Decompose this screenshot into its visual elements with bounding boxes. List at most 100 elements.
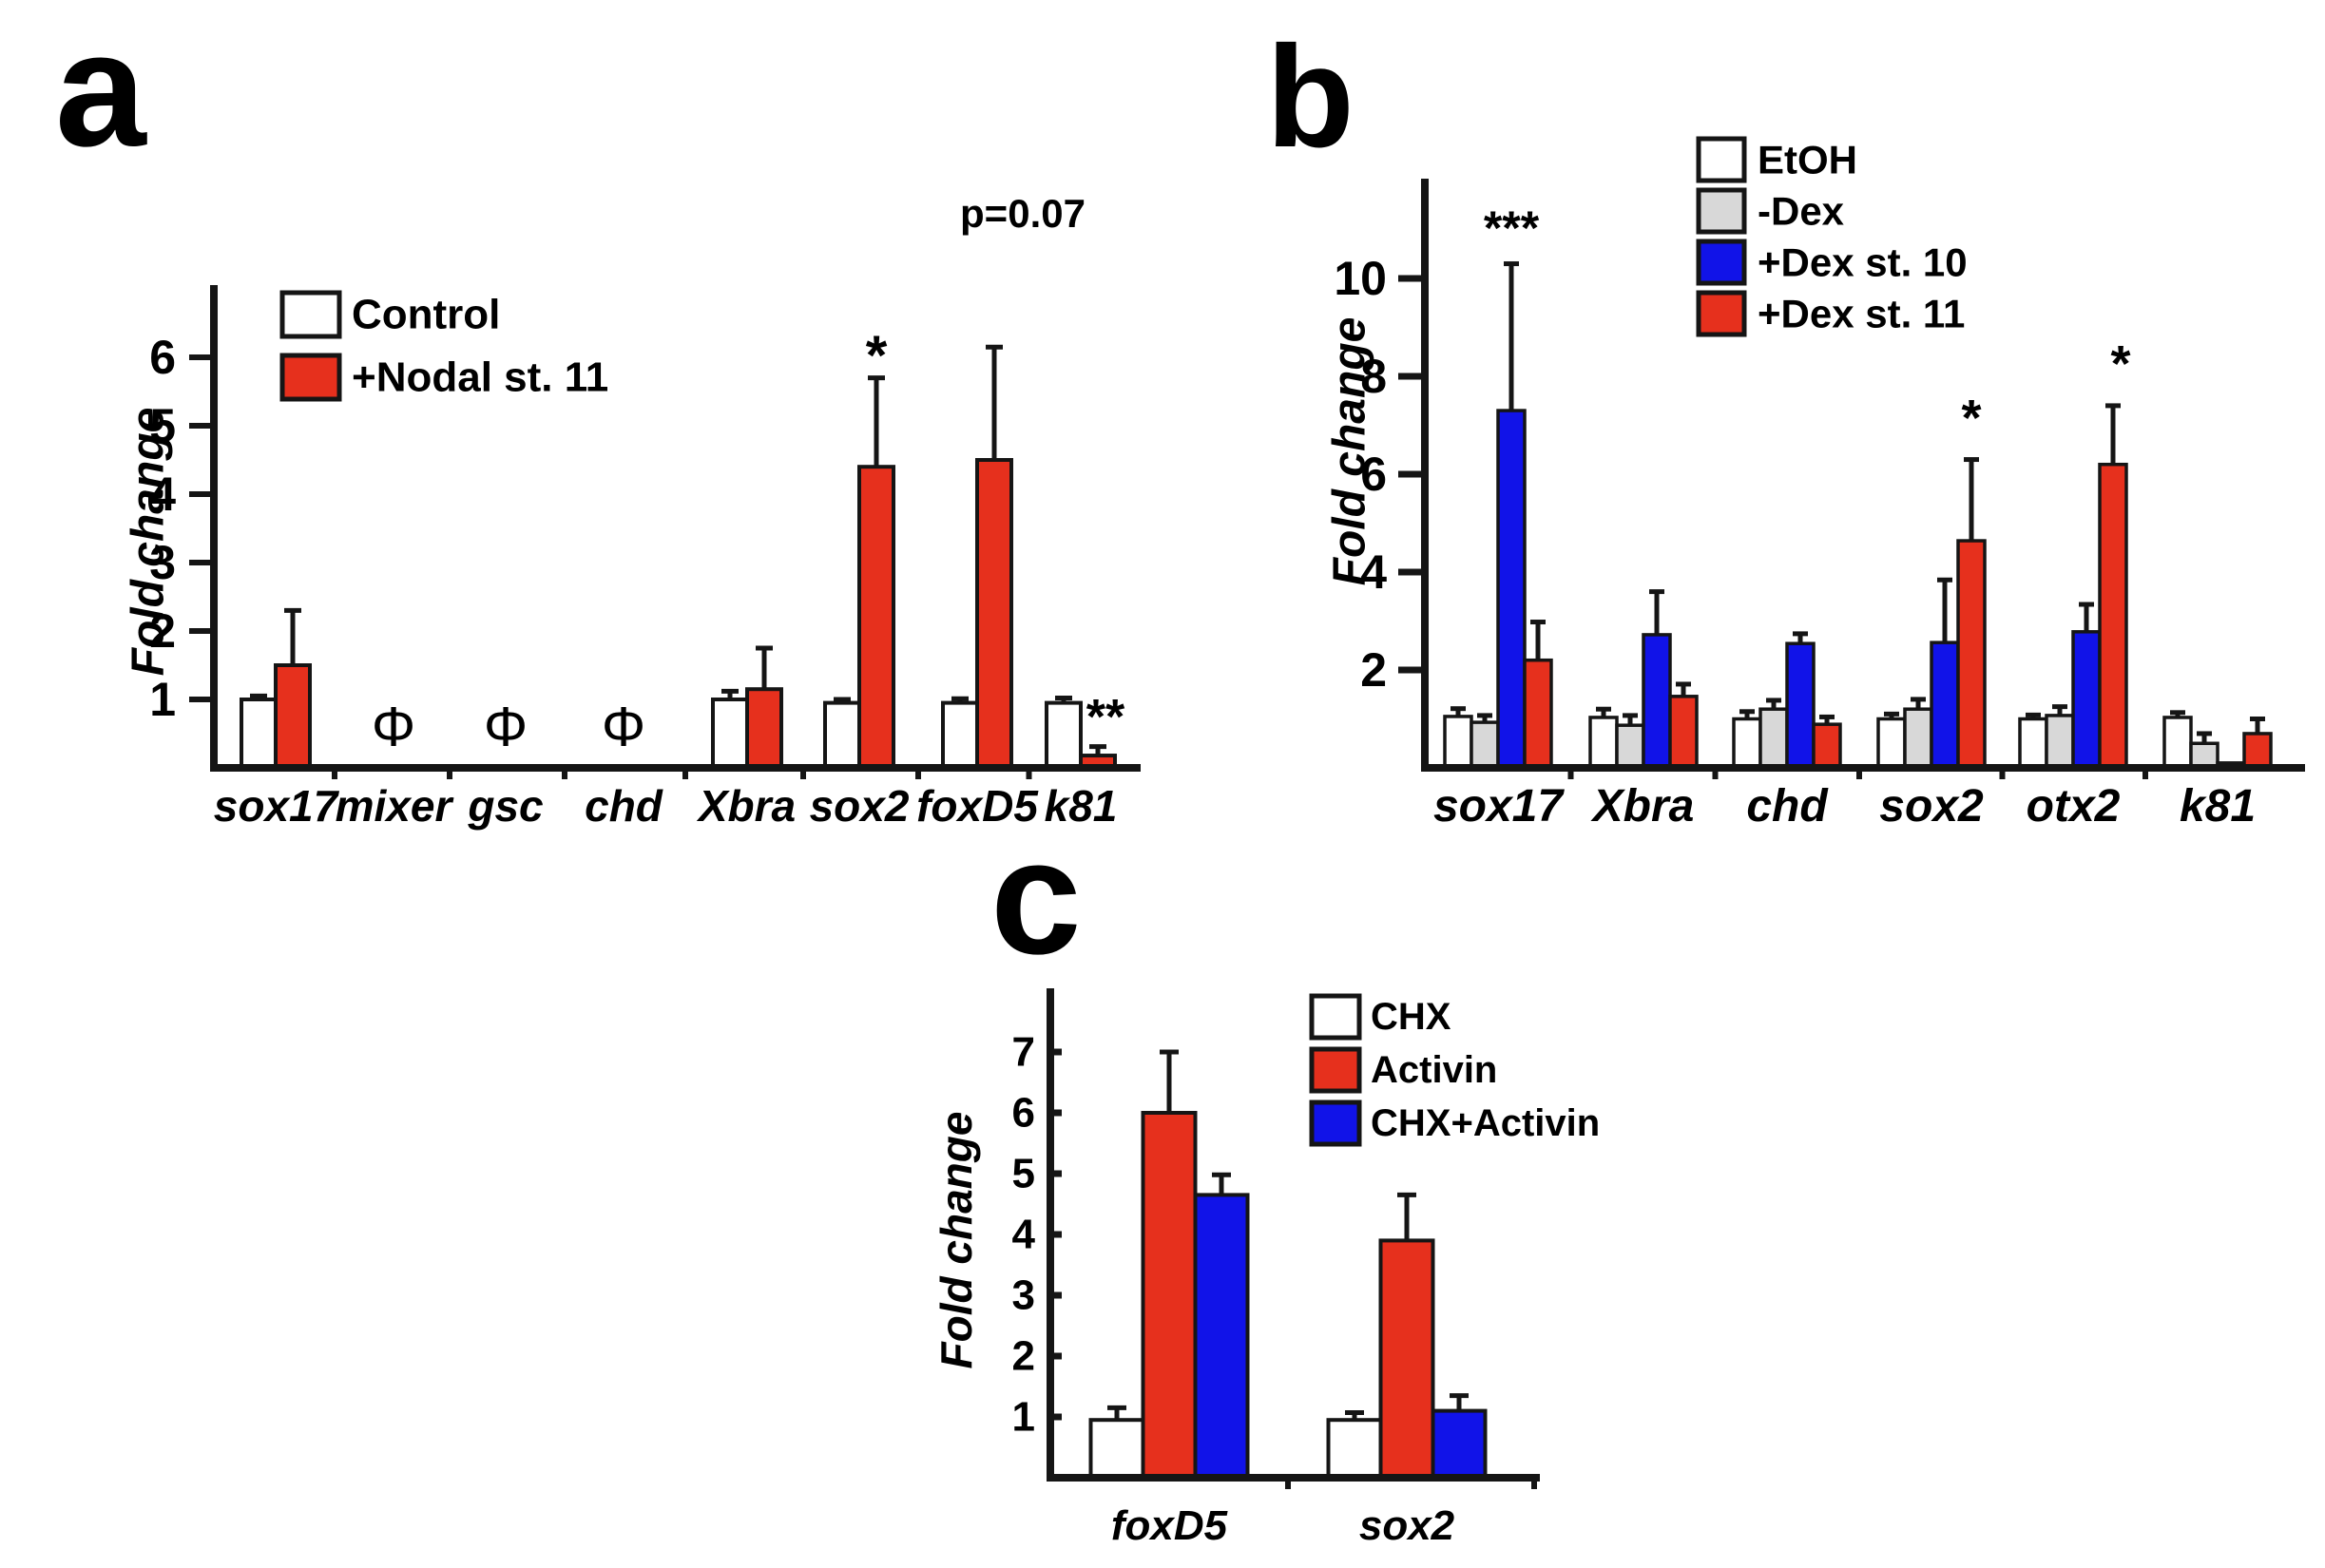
bar-otx2	[2071, 630, 2102, 770]
bar-sox2	[823, 700, 861, 770]
bar-sox2	[1876, 717, 1907, 770]
legend-label: -Dex	[1758, 189, 1845, 234]
annotation: *	[2110, 335, 2130, 392]
bar-k81	[1045, 700, 1083, 770]
bar-Xbra	[745, 687, 783, 771]
bar-k81	[2189, 741, 2219, 770]
legend-label: +Dex st. 10	[1758, 240, 1968, 285]
annotation: p=0.07	[960, 191, 1086, 236]
bar-sox17	[274, 663, 312, 770]
legend-swatch	[1696, 290, 1747, 337]
y-tick-label: 5	[1012, 1151, 1035, 1197]
bar-chd	[1732, 717, 1762, 770]
legend-label: EtOH	[1758, 138, 1857, 182]
y-tick-label: 2	[1360, 643, 1387, 697]
bar-Xbra	[1615, 723, 1645, 770]
bar-sox2	[1326, 1418, 1383, 1481]
x-label-k81: k81	[2180, 781, 2256, 832]
bar-foxD5	[1193, 1193, 1250, 1480]
bar-sox17	[1443, 715, 1473, 770]
bar-chd	[1812, 722, 1842, 770]
bar-sox17	[1523, 658, 1553, 770]
bar-otx2	[2098, 462, 2128, 770]
x-label-chd: chd	[585, 781, 663, 831]
y-tick-label: 3	[1012, 1272, 1035, 1319]
bar-foxD5	[941, 700, 979, 770]
x-label-k81: k81	[1045, 781, 1118, 831]
legend-swatch	[1309, 1046, 1362, 1094]
bar-sox2	[1431, 1408, 1488, 1480]
legend-swatch	[1696, 187, 1747, 235]
legend-label: CHX	[1371, 996, 1451, 1038]
bar-foxD5	[1088, 1418, 1145, 1481]
x-label-Xbra: Xbra	[696, 781, 796, 831]
legend-label: Control	[352, 292, 500, 338]
legend-label: Activin	[1371, 1049, 1497, 1091]
phi-symbol-chd: Φ	[602, 696, 645, 757]
y-tick-label: 1	[1012, 1394, 1035, 1441]
x-label-sox2: sox2	[1359, 1502, 1455, 1549]
annotation: **	[1086, 690, 1125, 745]
x-label-sox17: sox17	[214, 781, 340, 831]
bar-foxD5	[975, 458, 1013, 770]
bar-Xbra	[1668, 695, 1699, 770]
y-tick-label: 5	[149, 399, 176, 452]
phi-symbol-gsc: Φ	[484, 696, 528, 757]
y-tick-label: 3	[149, 536, 176, 589]
y-tick-label: 8	[1360, 350, 1387, 403]
panel-c-letter: c	[990, 806, 1082, 988]
y-tick-label: 6	[1012, 1090, 1035, 1137]
y-tick-label: 4	[149, 468, 176, 521]
legend-label: +Dex st. 11	[1758, 292, 1965, 336]
panel-b-letter: b	[1266, 16, 1355, 178]
bar-sox2	[857, 465, 895, 770]
x-label-otx2: otx2	[2027, 781, 2121, 832]
bar-Xbra	[711, 698, 749, 770]
legend-swatch	[1309, 993, 1362, 1041]
y-tick-label: 4	[1012, 1212, 1036, 1258]
bar-chd	[1758, 707, 1789, 770]
y-axis-title: Fold change	[1325, 317, 1375, 586]
x-label-mixer: mixer	[336, 781, 454, 831]
x-label-gsc: gsc	[467, 781, 543, 831]
x-label-sox2: sox2	[810, 781, 910, 831]
bar-sox17	[240, 698, 278, 770]
y-axis-title: Fold change	[124, 408, 174, 677]
y-axis-title: Fold change	[932, 1112, 981, 1369]
panel-c-svg: 1 2 3 4 5 6 7 foxD5 sox2 Fold change CHX Activin CHX…	[932, 988, 1600, 1549]
y-tick-label: 7	[1012, 1029, 1035, 1076]
panel-c-chart: 1 2 3 4 5 6 7 foxD5 sox2 Fold change CHX Activin CHX…	[893, 836, 1854, 1568]
x-label-Xbra: Xbra	[1590, 781, 1695, 832]
bar-sox17	[1470, 720, 1500, 770]
bar-otx2	[2018, 717, 2048, 770]
annotation: ***	[1484, 201, 1540, 255]
bar-sox2	[1903, 707, 1933, 770]
annotation: *	[866, 325, 888, 387]
bar-k81	[2162, 716, 2193, 770]
bar-Xbra	[1642, 633, 1672, 770]
x-label-foxD5: foxD5	[1111, 1502, 1228, 1549]
legend-swatch	[279, 290, 342, 339]
legend-swatch	[279, 353, 342, 402]
annotation: *	[1961, 390, 1981, 447]
x-label-sox2: sox2	[1879, 781, 1984, 832]
x-label-chd: chd	[1746, 781, 1829, 832]
bar-sox17	[1496, 409, 1527, 770]
bar-k81	[2242, 732, 2273, 770]
panel-a-chart: Φ Φ Φ 1 2 3 4 5 6 sox17 mixer gsc chd Xbra sox2 foxD5 k8…	[57, 143, 1179, 922]
bar-foxD5	[1141, 1111, 1198, 1480]
y-tick-label: 2	[1012, 1333, 1035, 1380]
y-tick-label: 10	[1334, 252, 1387, 305]
bar-chd	[1785, 641, 1816, 770]
panel-b-svg: 2 4 6 8 10 sox17 Xbra chd sox2 otx2 k81 Fold change…	[1325, 136, 2305, 832]
y-tick-label: 1	[149, 673, 176, 726]
y-tick-label: 4	[1360, 545, 1387, 599]
panel-b-chart: 2 4 6 8 10 sox17 Xbra chd sox2 otx2 k81 Fold change…	[1236, 57, 2325, 912]
phi-symbol-mixer: Φ	[372, 696, 415, 757]
panel-a-letter: a	[55, 0, 146, 181]
bar-sox2	[1378, 1238, 1435, 1480]
bar-sox2	[1956, 539, 1987, 770]
legend-swatch	[1696, 136, 1747, 183]
legend-swatch	[1309, 1100, 1362, 1147]
